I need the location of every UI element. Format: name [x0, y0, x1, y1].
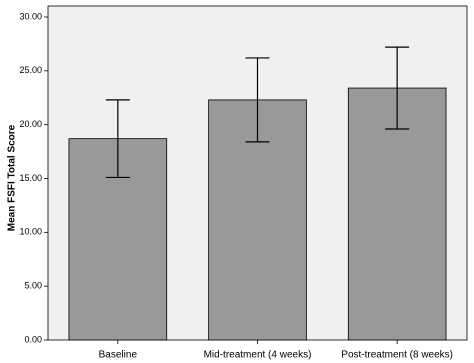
- y-tick-label: 15.00: [19, 173, 42, 183]
- x-tick-label: Baseline: [99, 350, 138, 361]
- y-tick-label: 20.00: [19, 119, 42, 129]
- y-tick-label: 0.00: [24, 334, 42, 344]
- y-axis-label: Mean FSFI Total Score: [7, 124, 18, 231]
- x-tick-label: Mid-treatment (4 weeks): [204, 350, 312, 361]
- x-tick-label: Post-treatment (8 weeks): [341, 350, 453, 361]
- y-tick-label: 30.00: [19, 11, 42, 21]
- y-tick-label: 25.00: [19, 65, 42, 75]
- bar: [347, 87, 447, 341]
- y-tick-label: 10.00: [19, 227, 42, 237]
- y-tick-label: 5.00: [24, 281, 42, 291]
